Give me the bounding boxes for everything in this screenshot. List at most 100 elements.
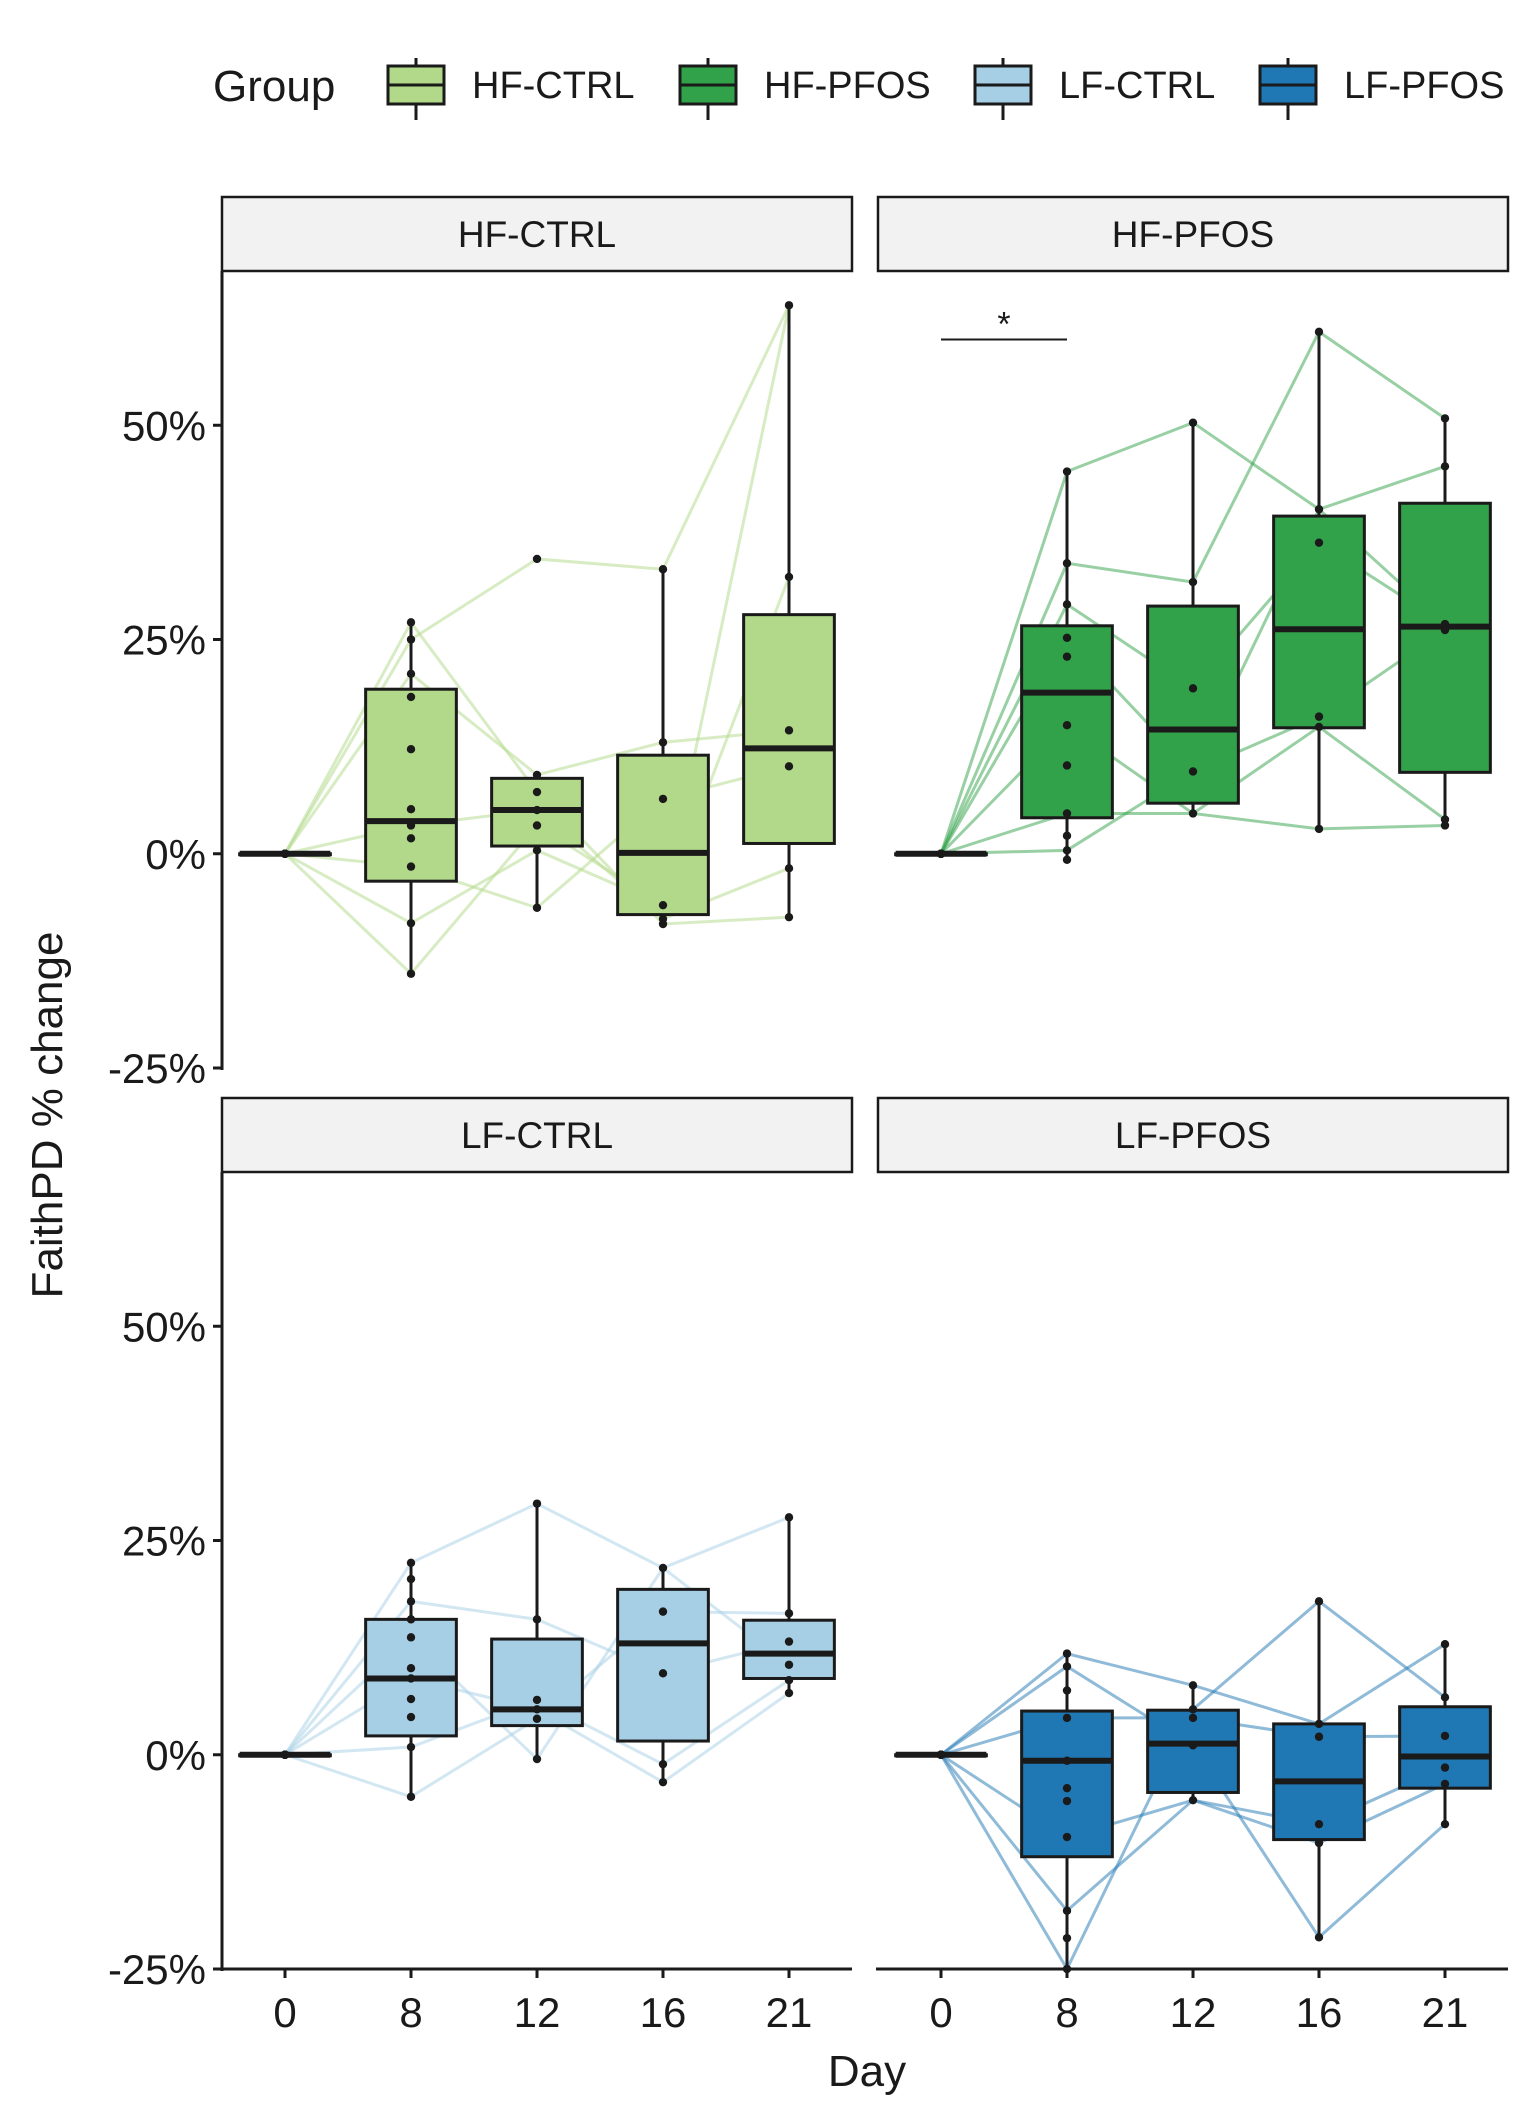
legend-label: HF-CTRL (472, 65, 635, 107)
data-point (1440, 1819, 1450, 1829)
legend-label: LF-CTRL (1059, 65, 1215, 107)
data-point (406, 1558, 416, 1567)
data-point (1188, 1713, 1198, 1723)
data-point (1062, 1783, 1072, 1793)
data-point (1440, 1693, 1450, 1702)
data-point (532, 846, 542, 855)
facet-strip (876, 195, 1510, 273)
box-iqr (1146, 1708, 1240, 1794)
data-point (1440, 1763, 1450, 1772)
panel-hf-ctrl: HF-CTRL -25% 0% 25% 50% (108, 195, 854, 1092)
x-tick-label: 0 (929, 1989, 952, 2036)
data-point (1314, 1597, 1324, 1606)
data-point (406, 821, 416, 830)
x-axis-title: Day (828, 2047, 906, 2096)
data-point (532, 821, 542, 830)
box-day-12 (1146, 422, 1240, 814)
data-point (1188, 1681, 1198, 1690)
data-point (1188, 684, 1198, 693)
data-point (532, 1615, 542, 1624)
box-iqr (1398, 501, 1492, 774)
x-tick-label: 0 (273, 1989, 296, 2036)
data-point (1314, 327, 1324, 337)
data-point (1188, 809, 1198, 818)
data-point (936, 849, 946, 858)
data-point (658, 1563, 668, 1573)
data-point (658, 1777, 668, 1787)
legend: Group HF-CTRL HF-PFOS LF-CTRL LF-PFOS (213, 58, 1504, 120)
data-point (784, 1675, 794, 1685)
facet-strip (220, 1096, 854, 1174)
data-point (1440, 1640, 1450, 1649)
data-point (1314, 1732, 1324, 1741)
data-point (406, 692, 416, 702)
data-point (1062, 600, 1072, 609)
data-point (1314, 1838, 1324, 1848)
data-point (784, 1609, 794, 1618)
data-point (1314, 505, 1324, 514)
box-day-21 (1398, 418, 1492, 826)
data-point (532, 1695, 542, 1705)
data-point (784, 726, 794, 735)
y-tick-label: 0% (145, 1732, 206, 1779)
data-point (1314, 1819, 1324, 1829)
box-day-16 (1272, 331, 1366, 829)
facet-panels: HF-CTRL -25% 0% 25% 50% HF-PFOS * LF-CTRL -25% 0%… (108, 195, 1510, 2036)
x-tick-label: 8 (399, 1989, 422, 2036)
data-point (1440, 821, 1450, 830)
data-point (406, 1633, 416, 1642)
data-point (1062, 1713, 1072, 1723)
data-point (1314, 722, 1324, 732)
data-point (1062, 855, 1072, 864)
data-point (406, 834, 416, 843)
data-point (1062, 1933, 1072, 1943)
y-tick-label: 25% (122, 1518, 206, 1565)
facet-strip-label: HF-CTRL (458, 214, 616, 255)
panel-lf-pfos: LF-PFOS 0 8 12 16 21 (876, 1096, 1510, 2036)
box-day-16 (616, 569, 710, 925)
data-point (1188, 1795, 1198, 1805)
data-point (1440, 1731, 1450, 1741)
data-point (1062, 1756, 1072, 1765)
y-axis-title: FaithPD % change (23, 932, 72, 1299)
data-point (1188, 418, 1198, 427)
data-point (1062, 1662, 1072, 1671)
data-point (532, 903, 542, 912)
data-point (784, 1513, 794, 1522)
box-iqr (742, 1618, 836, 1680)
data-point (784, 864, 794, 873)
data-point (1440, 815, 1450, 824)
data-point (532, 1499, 542, 1508)
data-point (1062, 467, 1072, 476)
data-point (280, 1750, 290, 1759)
data-point (1062, 559, 1072, 568)
data-point (1314, 538, 1324, 547)
data-point (1440, 1779, 1450, 1789)
box-day-8 (1020, 471, 1114, 860)
box-day-8 (364, 622, 458, 974)
data-point (406, 1615, 416, 1624)
box-day-21 (742, 305, 836, 918)
x-tick-label: 16 (640, 1989, 687, 2036)
data-point (406, 1574, 416, 1584)
data-point (1440, 462, 1450, 471)
panel-hf-pfos: HF-PFOS * (876, 195, 1510, 864)
data-point (406, 1674, 416, 1683)
significance-label: * (997, 306, 1010, 344)
data-point (784, 1637, 794, 1646)
data-point (658, 1669, 668, 1678)
data-point (532, 805, 542, 815)
data-point (784, 572, 794, 582)
facet-strip (220, 195, 854, 273)
data-point (1062, 1964, 1072, 1974)
data-point (532, 1754, 542, 1764)
data-point (784, 762, 794, 771)
data-point (658, 565, 668, 574)
x-tick-label: 21 (1422, 1989, 1469, 2036)
data-point (406, 635, 416, 644)
legend-item-lf-pfos: LF-PFOS (1258, 58, 1504, 120)
box-day-21 (742, 1517, 836, 1694)
data-point (1314, 824, 1324, 834)
facet-strip-label: HF-PFOS (1112, 214, 1274, 255)
